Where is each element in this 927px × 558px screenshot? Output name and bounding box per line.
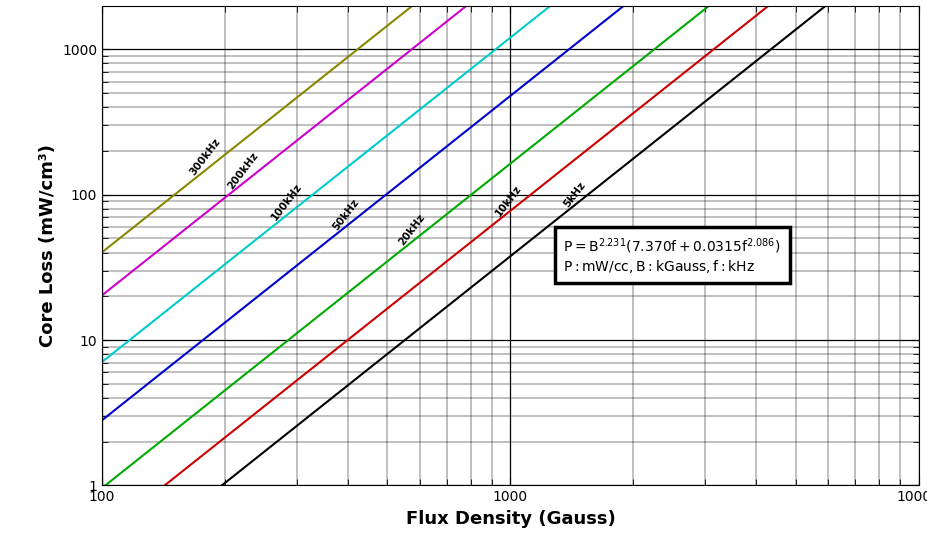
Text: $\mathregular{P=B^{2.231}(7.370f+0.0315f^{2.086})}$
$\mathregular{P:mW/cc, B:kGa: $\mathregular{P=B^{2.231}(7.370f+0.0315f… (563, 236, 781, 275)
Text: 20kHz: 20kHz (396, 213, 426, 248)
Text: 50kHz: 50kHz (331, 197, 361, 232)
Text: 5kHz: 5kHz (561, 180, 587, 209)
X-axis label: Flux Density (Gauss): Flux Density (Gauss) (405, 510, 615, 528)
Y-axis label: Core Loss (mW/cm³): Core Loss (mW/cm³) (39, 144, 57, 347)
Text: 10kHz: 10kHz (492, 183, 523, 218)
Text: 100kHz: 100kHz (270, 181, 304, 222)
Text: 200kHz: 200kHz (225, 150, 260, 191)
Text: 300kHz: 300kHz (188, 137, 222, 177)
